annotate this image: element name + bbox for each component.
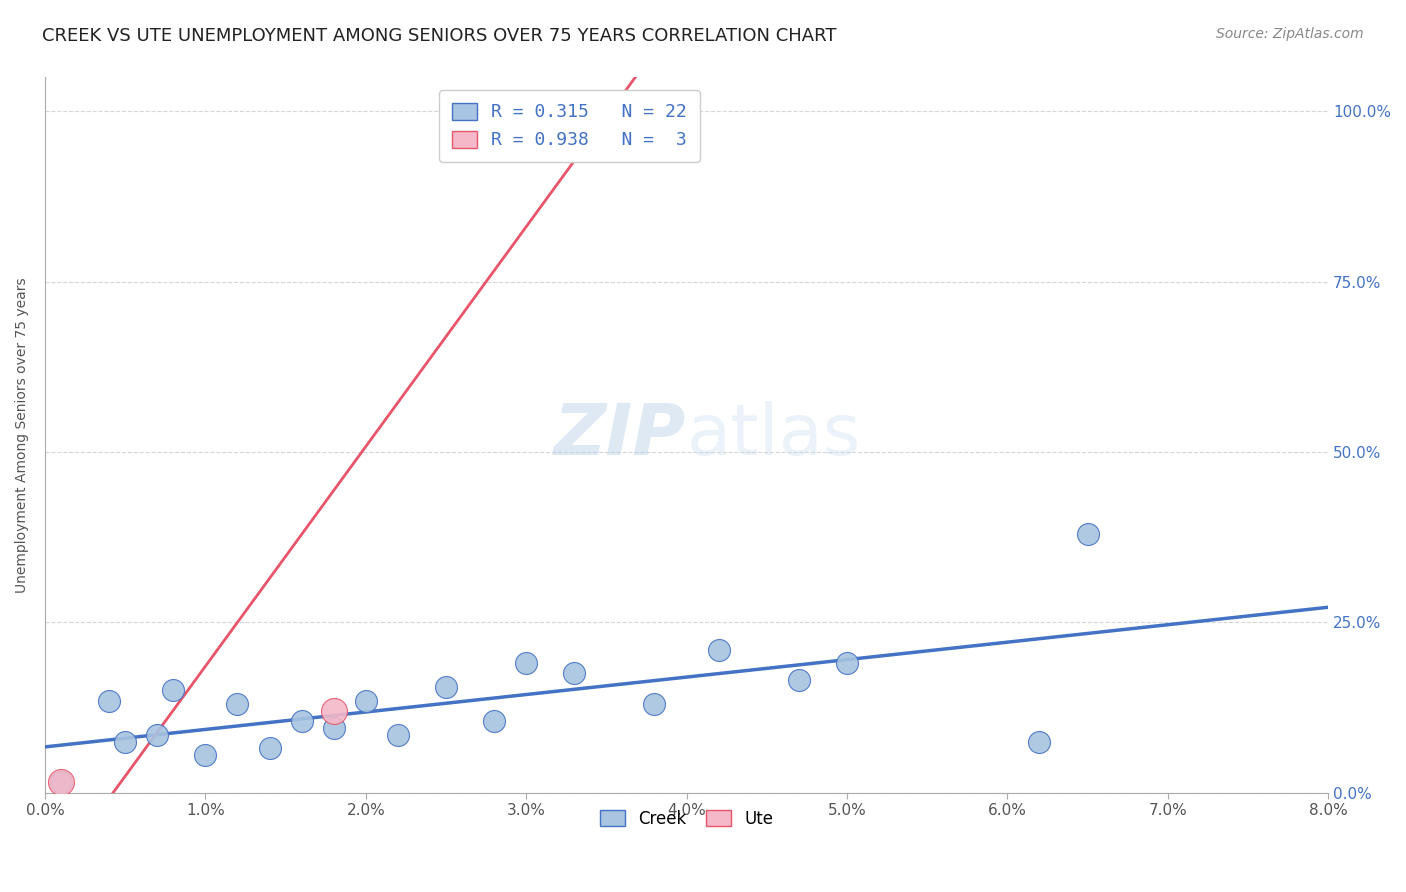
Point bbox=[322, 721, 344, 735]
Point bbox=[643, 697, 665, 711]
Point bbox=[387, 728, 409, 742]
Point bbox=[322, 704, 344, 718]
Point bbox=[146, 728, 169, 742]
Point bbox=[707, 642, 730, 657]
Point bbox=[482, 125, 505, 139]
Point bbox=[1028, 734, 1050, 748]
Point bbox=[787, 673, 810, 688]
Text: atlas: atlas bbox=[686, 401, 860, 469]
Text: Source: ZipAtlas.com: Source: ZipAtlas.com bbox=[1216, 27, 1364, 41]
Y-axis label: Unemployment Among Seniors over 75 years: Unemployment Among Seniors over 75 years bbox=[15, 277, 30, 593]
Point bbox=[98, 694, 121, 708]
Point bbox=[482, 714, 505, 728]
Point bbox=[835, 657, 858, 671]
Point bbox=[114, 734, 136, 748]
Point bbox=[162, 683, 184, 698]
Text: ZIP: ZIP bbox=[554, 401, 686, 469]
Point bbox=[562, 666, 585, 681]
Point bbox=[515, 657, 537, 671]
Point bbox=[49, 775, 72, 789]
Point bbox=[49, 775, 72, 789]
Point bbox=[291, 714, 314, 728]
Point bbox=[194, 748, 217, 763]
Point bbox=[354, 694, 377, 708]
Point bbox=[259, 741, 281, 756]
Point bbox=[1077, 526, 1099, 541]
Text: CREEK VS UTE UNEMPLOYMENT AMONG SENIORS OVER 75 YEARS CORRELATION CHART: CREEK VS UTE UNEMPLOYMENT AMONG SENIORS … bbox=[42, 27, 837, 45]
Point bbox=[226, 697, 249, 711]
Point bbox=[434, 680, 457, 694]
Legend: Creek, Ute: Creek, Ute bbox=[593, 803, 780, 834]
